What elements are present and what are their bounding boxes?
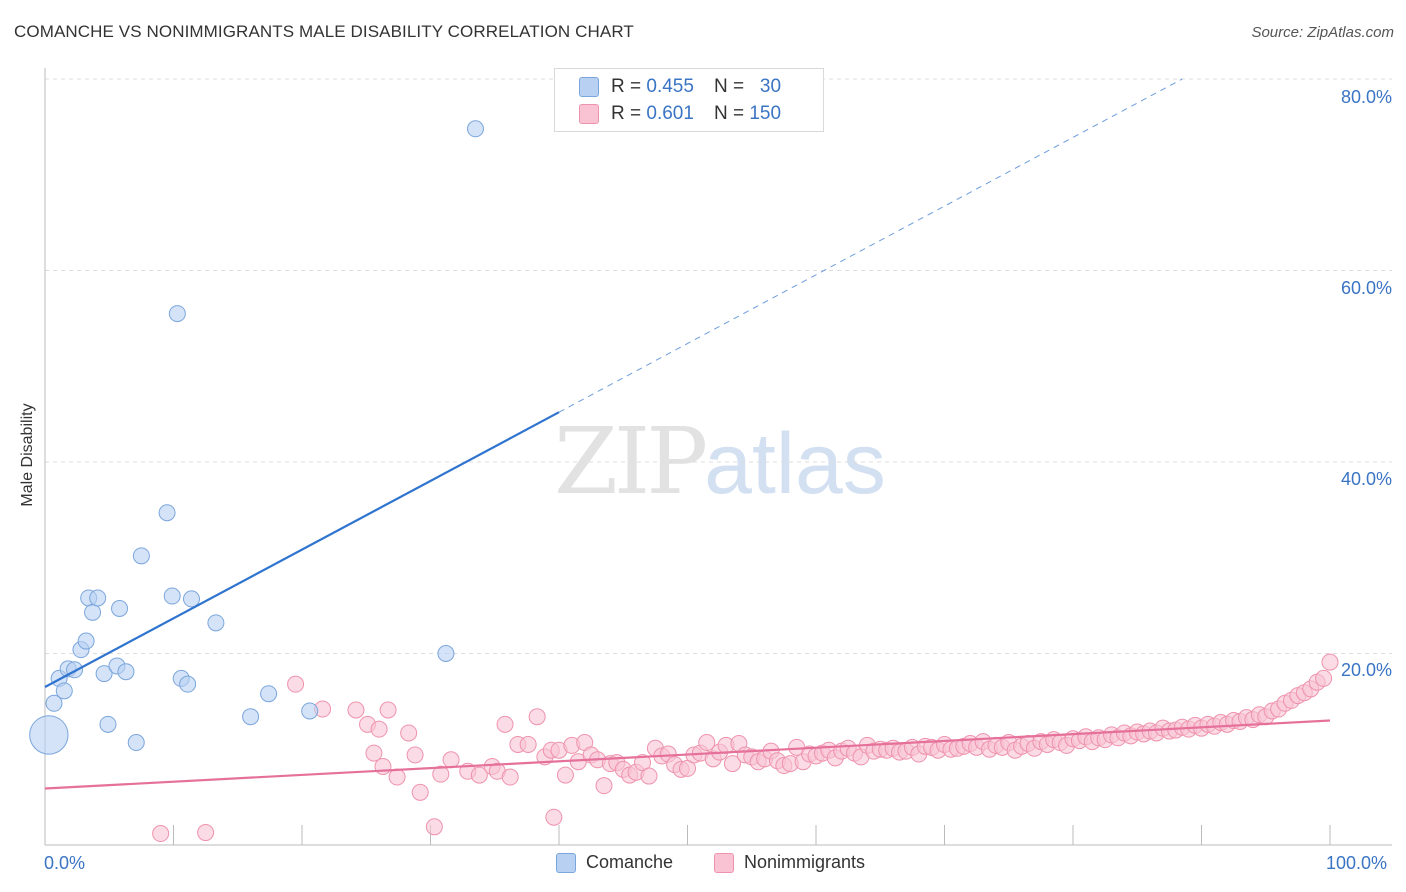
y-tick-label: 80.0% <box>1340 87 1392 107</box>
legend-n-label: N = <box>713 103 745 124</box>
comanche-point <box>77 632 95 650</box>
nonimmigrants-trend-line <box>44 719 1331 790</box>
chart-title: COMANCHE VS NONIMMIGRANTS MALE DISABILIT… <box>14 22 634 41</box>
comanche-point <box>99 715 117 733</box>
nonimmigrants-point <box>496 715 514 733</box>
bottom-legend-swatch <box>714 852 734 873</box>
nonimmigrants-point <box>470 766 488 784</box>
comanche-point <box>301 702 319 720</box>
comanche-point <box>111 599 129 617</box>
nonimmigrants-point <box>640 767 658 785</box>
comanche-point <box>182 590 200 608</box>
y-tick-label: 60.0% <box>1340 278 1392 298</box>
nonimmigrants-point <box>400 724 418 742</box>
nonimmigrants-point <box>1315 669 1333 687</box>
comanche-point <box>242 708 260 726</box>
legend-r-value: 0.601 <box>646 103 694 124</box>
comanche-point <box>207 614 225 632</box>
nonimmigrants-point <box>528 708 546 726</box>
source-label: Source: ZipAtlas.com <box>1251 24 1394 41</box>
nonimmigrants-point <box>519 735 537 753</box>
legend-r-label: R = <box>611 103 642 124</box>
comanche-point <box>89 589 107 607</box>
comanche-point <box>84 603 102 621</box>
nonimmigrants-point <box>411 783 429 801</box>
nonimmigrants-point <box>406 746 424 764</box>
nonimmigrants-point <box>545 808 563 826</box>
comanche-point <box>132 547 150 565</box>
comanche-point <box>260 685 278 703</box>
nonimmigrants-point <box>347 701 365 719</box>
watermark-atlas: atlas <box>704 416 886 512</box>
comanche-point <box>45 694 63 712</box>
comanche-point <box>29 715 69 755</box>
legend-r-label: R = <box>611 76 642 97</box>
legend-swatch-nonimmigrants <box>579 104 599 124</box>
bottom-legend-swatch <box>556 852 576 873</box>
legend-n-value: 30 <box>759 76 782 97</box>
y-tick-label: 40.0% <box>1340 469 1392 489</box>
watermark: ZIPatlas <box>554 408 886 515</box>
legend-row-nonimmigrants: R = 0.601 N = 150 <box>579 102 781 126</box>
legend-swatch-comanche <box>579 77 599 97</box>
comanche-point <box>117 663 135 681</box>
bottom-legend-label: Nonimmigrants <box>744 852 866 872</box>
comanche-point <box>179 675 197 693</box>
nonimmigrants-point <box>152 825 170 843</box>
comanche-point <box>168 305 186 323</box>
nonimmigrants-point <box>388 768 406 786</box>
nonimmigrants-point <box>723 755 741 773</box>
nonimmigrants-point <box>432 765 450 783</box>
comanche-point <box>55 682 73 700</box>
correlation-legend: R = 0.455 N = 30 R = 0.601 N = 150 <box>554 68 824 132</box>
comanche-point <box>158 504 176 522</box>
nonimmigrants-point <box>374 757 392 775</box>
y-tick-label: 20.0% <box>1340 660 1392 680</box>
nonimmigrants-point <box>365 744 383 762</box>
bottom-legend-label: Comanche <box>586 852 674 872</box>
nonimmigrants-point <box>197 824 215 842</box>
nonimmigrants-point <box>595 777 613 795</box>
comanche-point <box>466 120 484 138</box>
x-tick-label: 0.0% <box>44 853 86 873</box>
legend-row-comanche: R = 0.455 N = 30 <box>579 75 781 99</box>
nonimmigrants-point <box>556 766 574 784</box>
comanche-point <box>127 734 145 752</box>
bottom-legend-nonimmigrants: Nonimmigrants <box>714 852 865 873</box>
x-tick-label: 100.0% <box>1326 853 1388 873</box>
nonimmigrants-point <box>287 675 305 693</box>
bottom-legend-comanche: Comanche <box>556 852 673 873</box>
legend-n-label: N = <box>713 76 745 97</box>
nonimmigrants-point <box>698 734 716 752</box>
nonimmigrants-point <box>1321 653 1339 671</box>
comanche-trend-line <box>44 411 560 688</box>
comanche-point <box>95 665 113 683</box>
comanche-point <box>163 587 181 605</box>
nonimmigrants-point <box>501 768 519 786</box>
comanche-point <box>437 645 455 662</box>
nonimmigrants-point <box>425 818 443 836</box>
legend-r-value: 0.455 <box>646 76 694 97</box>
nonimmigrants-point <box>379 701 397 719</box>
nonimmigrants-point <box>370 720 388 738</box>
comanche-trend-extension <box>558 78 1183 413</box>
legend-n-value: 150 <box>749 103 782 124</box>
nonimmigrants-point <box>442 751 460 769</box>
